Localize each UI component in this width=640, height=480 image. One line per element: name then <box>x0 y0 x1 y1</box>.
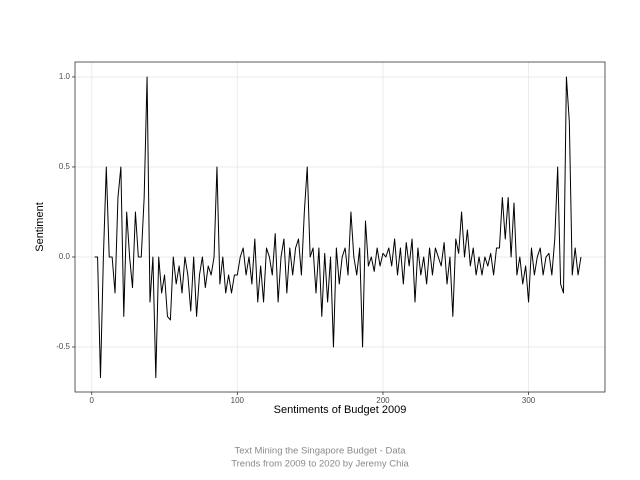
y-axis-title: Sentiment <box>34 202 46 252</box>
data-line <box>94 76 582 379</box>
panel-border <box>74 61 606 393</box>
x-axis-title: Sentiments of Budget 2009 <box>274 404 407 416</box>
caption-line: Text Mining the Singapore Budget - Data <box>234 446 406 457</box>
x-tick-label: 200 <box>376 396 390 405</box>
x-tick-label: 100 <box>231 396 245 405</box>
y-tick-label: 1.0 <box>59 72 71 81</box>
caption-line: Trends from 2009 to 2020 by Jeremy Chia <box>231 459 409 470</box>
y-tick-label: -0.5 <box>56 342 70 351</box>
x-tick-label: 300 <box>522 396 536 405</box>
y-tick-label: 0.0 <box>59 252 71 261</box>
y-tick-label: 0.5 <box>59 162 71 171</box>
x-tick-label: 0 <box>90 396 95 405</box>
